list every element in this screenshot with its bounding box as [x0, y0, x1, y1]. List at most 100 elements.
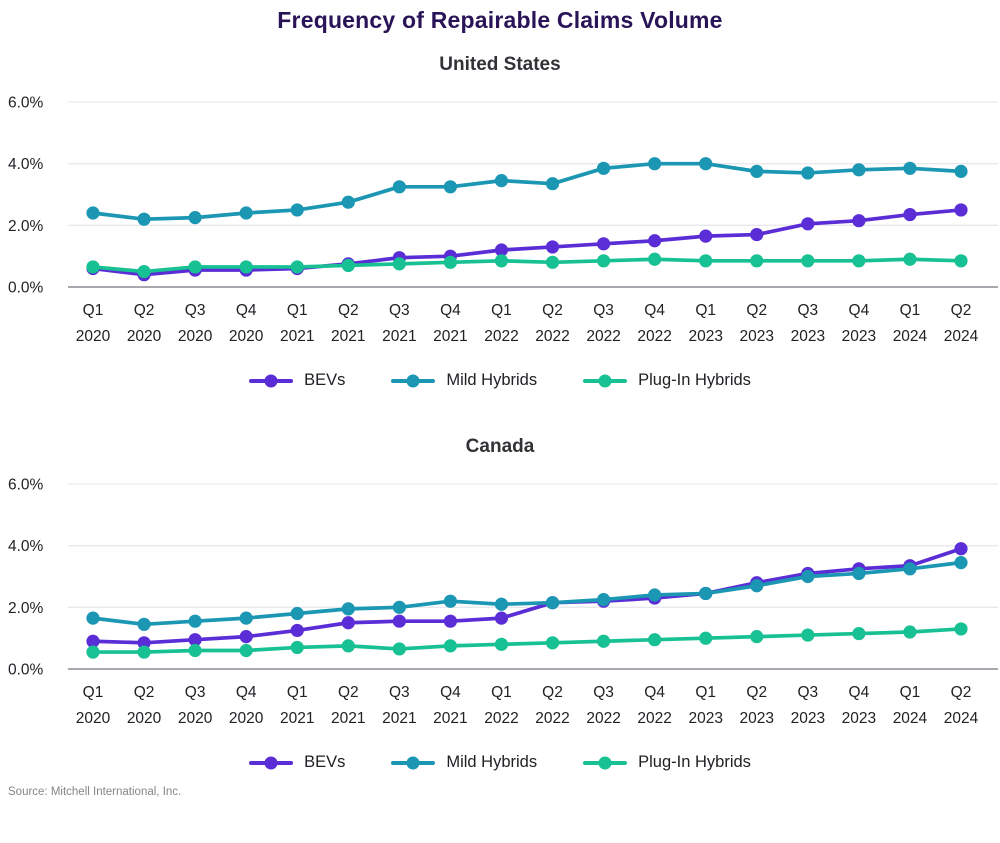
page-title: Frequency of Repairable Claims Volume [277, 7, 723, 33]
svg-text:Q1: Q1 [695, 684, 716, 701]
svg-text:2023: 2023 [740, 710, 774, 727]
svg-text:Q4: Q4 [849, 684, 870, 701]
svg-text:0.0%: 0.0% [8, 662, 44, 679]
svg-text:Q1: Q1 [900, 302, 921, 319]
svg-text:Q4: Q4 [440, 302, 461, 319]
svg-text:Q3: Q3 [797, 302, 818, 319]
svg-text:Q4: Q4 [440, 684, 461, 701]
plug-in-hybrids-line-marker-icon [583, 374, 628, 387]
svg-text:4.0%: 4.0% [8, 538, 44, 555]
canada-line-chart: 0.0% 2.0% 4.0% 6.0% Q1 2020 Q2 2020 Q3 2020 Q4 2020… [8, 477, 998, 727]
svg-text:Q3: Q3 [185, 684, 206, 701]
svg-text:Q2: Q2 [542, 684, 563, 701]
svg-text:Q1: Q1 [491, 684, 512, 701]
canada-legend: BEVs Mild Hybrids Plug-In Hybrids [0, 753, 1000, 772]
plug-in-hybrids-line-marker-icon [583, 756, 628, 769]
svg-text:0.0%: 0.0% [8, 280, 44, 297]
svg-text:Q1: Q1 [287, 684, 308, 701]
svg-text:2022: 2022 [535, 328, 569, 345]
svg-text:2020: 2020 [76, 328, 111, 345]
bevs-line-marker-icon [249, 756, 294, 769]
svg-text:2023: 2023 [688, 710, 722, 727]
legend-item-mild-hybrids: Mild Hybrids [391, 371, 537, 390]
svg-text:2020: 2020 [229, 710, 264, 727]
legend-label-mild-hybrids: Mild Hybrids [446, 753, 538, 771]
svg-text:2020: 2020 [127, 710, 162, 727]
legend-item-mild-hybrids: Mild Hybrids [391, 753, 537, 772]
svg-text:2022: 2022 [484, 710, 518, 727]
svg-text:2023: 2023 [842, 328, 876, 345]
plug-in-hybrids-dot-icon [598, 374, 612, 387]
svg-text:Q3: Q3 [185, 302, 206, 319]
mild-hybrids-line-marker-icon [391, 756, 436, 769]
svg-text:Q4: Q4 [644, 302, 665, 319]
svg-text:Q4: Q4 [236, 684, 257, 701]
svg-text:2020: 2020 [178, 710, 213, 727]
us-legend: BEVs Mild Hybrids Plug-In Hybrids [0, 371, 1000, 390]
us-chart-section: United States 0.0% 2.0% 4.0% 6.0% Q1 2020 Q2 20… [0, 34, 1000, 390]
svg-text:Q2: Q2 [338, 302, 359, 319]
svg-text:2020: 2020 [178, 328, 213, 345]
bevs-dot-icon [264, 756, 278, 769]
svg-text:Q3: Q3 [593, 302, 614, 319]
svg-text:2024: 2024 [944, 328, 979, 345]
legend-item-plug-in-hybrids: Plug-In Hybrids [583, 753, 751, 772]
svg-text:Q1: Q1 [900, 684, 921, 701]
svg-text:Q3: Q3 [797, 684, 818, 701]
svg-text:Q2: Q2 [951, 302, 972, 319]
canada-chart-section: Canada 0.0% 2.0% 4.0% 6.0% Q1 2020 Q2 2020 Q3 202… [0, 390, 1000, 772]
svg-text:2024: 2024 [893, 710, 928, 727]
svg-text:Q2: Q2 [746, 302, 767, 319]
svg-text:Q1: Q1 [491, 302, 512, 319]
svg-text:Q1: Q1 [287, 302, 308, 319]
legend-label-bevs: BEVs [304, 371, 346, 389]
svg-text:2023: 2023 [791, 328, 825, 345]
svg-text:Q3: Q3 [389, 684, 410, 701]
svg-text:2022: 2022 [484, 328, 518, 345]
svg-text:2021: 2021 [382, 328, 416, 345]
svg-text:Q3: Q3 [593, 684, 614, 701]
svg-text:2022: 2022 [637, 328, 671, 345]
svg-text:2022: 2022 [535, 710, 569, 727]
svg-text:2021: 2021 [280, 710, 314, 727]
source-note: Source: Mitchell International, Inc. [8, 786, 182, 798]
svg-text:2021: 2021 [382, 710, 416, 727]
svg-text:Q4: Q4 [644, 684, 665, 701]
svg-text:2022: 2022 [586, 710, 620, 727]
svg-text:Q2: Q2 [746, 684, 767, 701]
svg-text:2021: 2021 [433, 710, 467, 727]
svg-text:2024: 2024 [944, 710, 979, 727]
svg-text:Q2: Q2 [134, 302, 155, 319]
svg-text:2022: 2022 [637, 710, 671, 727]
svg-text:Q2: Q2 [134, 684, 155, 701]
svg-text:Q2: Q2 [338, 684, 359, 701]
svg-text:Q4: Q4 [236, 302, 257, 319]
svg-text:2021: 2021 [331, 328, 365, 345]
legend-label-plug-in-hybrids: Plug-In Hybrids [638, 371, 751, 389]
us-line-chart: 0.0% 2.0% 4.0% 6.0% Q1 2020 Q2 2020 Q3 2020 Q4 2020… [8, 95, 998, 345]
legend-label-plug-in-hybrids: Plug-In Hybrids [638, 753, 751, 771]
svg-text:2023: 2023 [740, 328, 774, 345]
svg-text:2020: 2020 [76, 710, 111, 727]
svg-text:Q1: Q1 [83, 684, 104, 701]
svg-text:Q4: Q4 [849, 302, 870, 319]
svg-text:2022: 2022 [586, 328, 620, 345]
svg-text:6.0%: 6.0% [8, 95, 44, 112]
mild-hybrids-dot-icon [406, 756, 420, 769]
svg-text:2023: 2023 [791, 710, 825, 727]
us-chart-title: United States [439, 54, 561, 75]
svg-text:Q2: Q2 [951, 684, 972, 701]
mild-hybrids-dot-icon [406, 374, 420, 387]
legend-item-bevs: BEVs [249, 371, 345, 390]
svg-text:Q3: Q3 [389, 302, 410, 319]
bevs-line-marker-icon [249, 374, 294, 387]
svg-text:6.0%: 6.0% [8, 477, 44, 494]
legend-item-bevs: BEVs [249, 753, 345, 772]
svg-text:2.0%: 2.0% [8, 218, 44, 235]
svg-text:Q1: Q1 [695, 302, 716, 319]
legend-label-bevs: BEVs [304, 753, 346, 771]
svg-text:2024: 2024 [893, 328, 928, 345]
bevs-dot-icon [264, 374, 278, 387]
svg-text:2020: 2020 [229, 328, 264, 345]
